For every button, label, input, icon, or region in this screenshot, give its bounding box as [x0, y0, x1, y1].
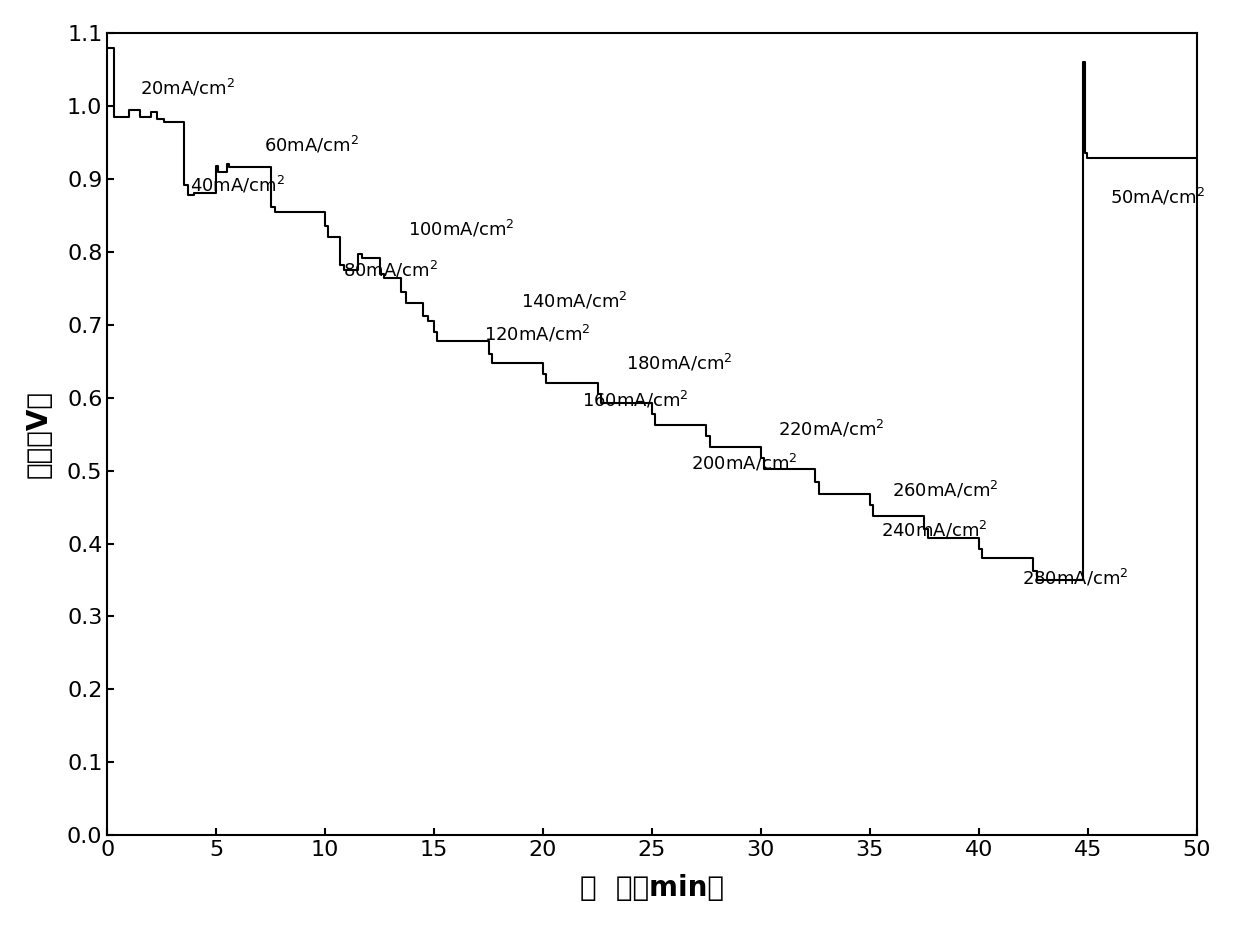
- Text: 50mA/cm$^2$: 50mA/cm$^2$: [1110, 186, 1205, 208]
- Text: 280mA/cm$^2$: 280mA/cm$^2$: [1023, 567, 1128, 589]
- Text: 200mA/cm$^2$: 200mA/cm$^2$: [691, 452, 797, 474]
- Y-axis label: 电压（V）: 电压（V）: [25, 390, 53, 478]
- Text: 140mA/cm$^2$: 140mA/cm$^2$: [521, 291, 627, 312]
- Text: 40mA/cm$^2$: 40mA/cm$^2$: [190, 174, 285, 196]
- Text: 80mA/cm$^2$: 80mA/cm$^2$: [342, 260, 438, 281]
- Text: 220mA/cm$^2$: 220mA/cm$^2$: [779, 418, 885, 439]
- Text: 260mA/cm$^2$: 260mA/cm$^2$: [892, 480, 998, 501]
- Text: 60mA/cm$^2$: 60mA/cm$^2$: [264, 134, 360, 156]
- Text: 120mA/cm$^2$: 120mA/cm$^2$: [484, 323, 590, 344]
- X-axis label: 时  间（min）: 时 间（min）: [580, 874, 724, 902]
- Text: 240mA/cm$^2$: 240mA/cm$^2$: [880, 520, 987, 541]
- Text: 160mA/cm$^2$: 160mA/cm$^2$: [583, 389, 689, 411]
- Text: 100mA/cm$^2$: 100mA/cm$^2$: [408, 218, 515, 239]
- Text: 180mA/cm$^2$: 180mA/cm$^2$: [626, 352, 733, 374]
- Text: 20mA/cm$^2$: 20mA/cm$^2$: [140, 77, 236, 98]
